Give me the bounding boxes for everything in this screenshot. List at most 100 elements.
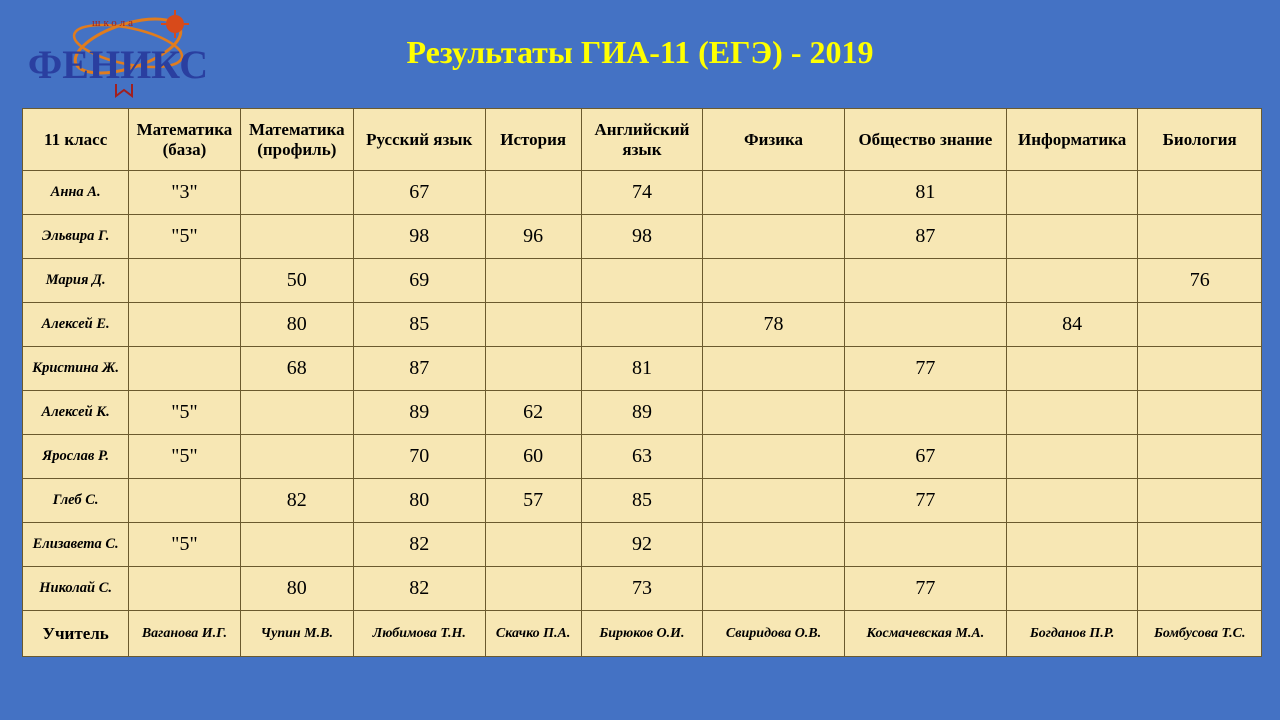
score-cell [1006,347,1138,391]
teacher-name: Ваганова И.Г. [129,611,240,657]
score-cell: "5" [129,391,240,435]
score-cell [703,567,845,611]
page-title: Результаты ГИА-11 (ЕГЭ) - 2019 [0,34,1280,71]
score-cell [703,435,845,479]
table-row: Алексей Е.80857884 [23,303,1262,347]
teacher-name: Любимова Т.Н. [353,611,485,657]
score-cell [581,259,702,303]
teacher-name: Свиридова О.В. [703,611,845,657]
score-cell [240,435,353,479]
table-row: Кристина Ж.68878177 [23,347,1262,391]
column-header: Биология [1138,109,1262,171]
table-row: Глеб С.8280578577 [23,479,1262,523]
student-name: Анна А. [23,171,129,215]
score-cell: "5" [129,215,240,259]
score-cell: 70 [353,435,485,479]
score-cell [1006,259,1138,303]
score-cell: 87 [844,215,1006,259]
score-cell: 80 [353,479,485,523]
score-cell: "5" [129,523,240,567]
score-cell [1006,435,1138,479]
table-row: Ярослав Р."5" 706063 67 [23,435,1262,479]
column-header: Математика (база) [129,109,240,171]
score-cell [703,171,845,215]
column-header: Английский язык [581,109,702,171]
student-name: Алексей К. [23,391,129,435]
column-header: Физика [703,109,845,171]
score-cell [1006,567,1138,611]
column-header: Общество знание [844,109,1006,171]
score-cell: 84 [1006,303,1138,347]
score-cell: 69 [353,259,485,303]
score-cell [1006,391,1138,435]
teacher-name: Чупин М.В. [240,611,353,657]
score-cell: 62 [485,391,581,435]
score-cell [129,303,240,347]
score-cell: 80 [240,567,353,611]
score-cell: 67 [353,171,485,215]
score-cell: 63 [581,435,702,479]
score-cell [1006,479,1138,523]
score-cell: 74 [581,171,702,215]
score-cell: 87 [353,347,485,391]
score-cell: 98 [581,215,702,259]
logo-small-text: школа [92,17,136,29]
score-cell [485,347,581,391]
score-cell [581,303,702,347]
results-table-wrap: 11 классМатематика (база)Математика (про… [22,108,1262,657]
score-cell: 89 [353,391,485,435]
score-cell: 77 [844,479,1006,523]
score-cell [1138,303,1262,347]
score-cell: 81 [581,347,702,391]
score-cell [129,567,240,611]
score-cell: 76 [1138,259,1262,303]
score-cell [844,259,1006,303]
score-cell [703,391,845,435]
score-cell [703,479,845,523]
score-cell: 68 [240,347,353,391]
score-cell: 60 [485,435,581,479]
score-cell [1138,479,1262,523]
teacher-name: Богданов П.Р. [1006,611,1138,657]
score-cell [240,215,353,259]
score-cell [485,259,581,303]
teacher-name: Космачевская М.А. [844,611,1006,657]
score-cell [703,347,845,391]
score-cell [1138,523,1262,567]
score-cell: "5" [129,435,240,479]
score-cell [485,303,581,347]
score-cell: 67 [844,435,1006,479]
score-cell: 98 [353,215,485,259]
score-cell: 82 [353,567,485,611]
student-name: Мария Д. [23,259,129,303]
column-header: История [485,109,581,171]
student-name: Кристина Ж. [23,347,129,391]
score-cell: 85 [353,303,485,347]
score-cell: 85 [581,479,702,523]
score-cell [129,347,240,391]
score-cell [240,523,353,567]
score-cell [1006,523,1138,567]
score-cell: 89 [581,391,702,435]
column-header: Русский язык [353,109,485,171]
score-cell [240,171,353,215]
table-row: Эльвира Г."5"98969887 [23,215,1262,259]
score-cell [703,259,845,303]
score-cell [485,567,581,611]
student-name: Алексей Е. [23,303,129,347]
score-cell [844,303,1006,347]
score-cell: 82 [353,523,485,567]
score-cell [240,391,353,435]
score-cell [1006,171,1138,215]
score-cell: 80 [240,303,353,347]
student-name: Николай С. [23,567,129,611]
table-row: Елизавета С."5"8292 [23,523,1262,567]
score-cell [1138,391,1262,435]
column-header: Математика (профиль) [240,109,353,171]
score-cell: 81 [844,171,1006,215]
teacher-name: Бомбусова Т.С. [1138,611,1262,657]
student-name: Ярослав Р. [23,435,129,479]
results-table: 11 классМатематика (база)Математика (про… [22,108,1262,657]
score-cell: 92 [581,523,702,567]
score-cell: 73 [581,567,702,611]
